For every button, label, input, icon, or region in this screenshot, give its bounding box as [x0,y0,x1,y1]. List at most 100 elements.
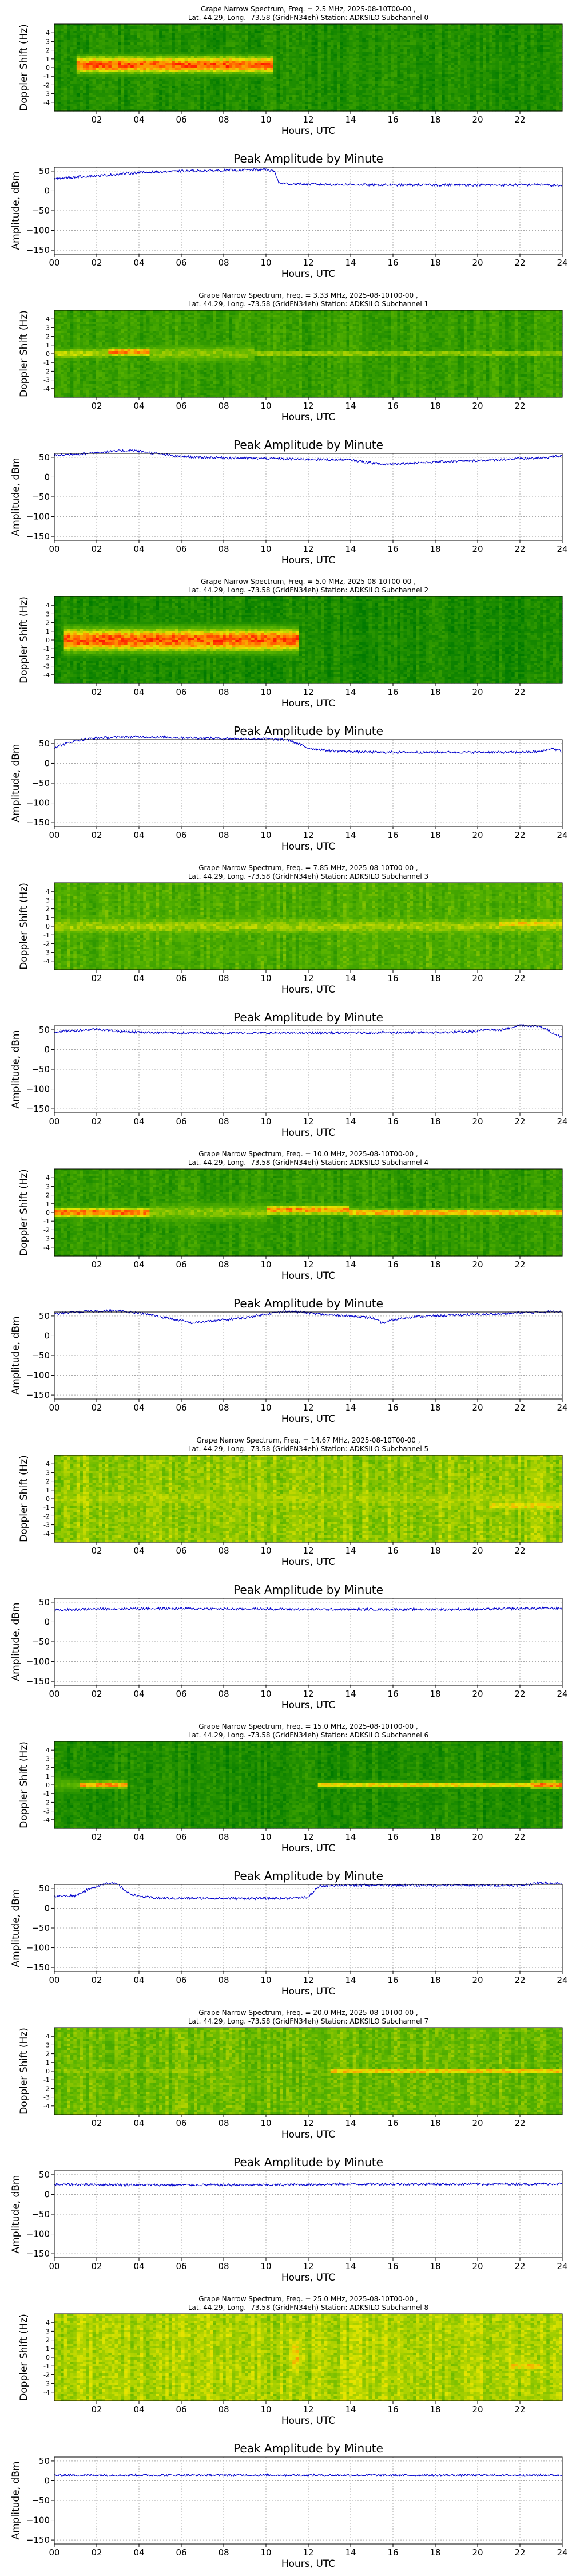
heatmap-cell [83,74,86,77]
heatmap-cell [229,72,232,75]
heatmap-cell [73,97,77,100]
heatmap-cell [213,31,217,34]
heatmap-cell [58,86,61,89]
heatmap-cell [248,54,252,57]
heatmap-cell [197,38,201,41]
heatmap-cell [165,79,169,82]
heatmap-cell [235,70,239,73]
heatmap-cell [134,68,137,70]
heatmap-cell [93,86,96,89]
heatmap-cell [232,97,236,100]
heatmap-cell [118,70,121,73]
heatmap-cell [102,65,105,68]
heatmap-cell [64,42,67,45]
heatmap-cell [137,74,140,77]
heatmap-cell [93,29,96,31]
heatmap-cell [220,102,223,105]
heatmap-cell [200,84,204,86]
heatmap-cell [86,61,90,64]
heatmap-cell [165,31,169,34]
heatmap-cell [99,72,102,75]
heatmap-cell [114,45,118,48]
heatmap-cell [162,56,166,59]
heatmap-cell [194,49,197,52]
heatmap-cell [112,88,115,91]
heatmap-cell [96,40,99,43]
heatmap-cell [64,97,67,100]
heatmap-cell [93,35,96,38]
heatmap-cell [130,49,134,52]
heatmap-cell [232,49,236,52]
heatmap-cell [89,63,93,66]
heatmap-cell [239,47,242,50]
heatmap-cell [257,35,261,38]
heatmap-cell [146,26,150,29]
heatmap-cell [229,42,232,45]
heatmap-cell [80,24,83,27]
heatmap-cell [67,56,70,59]
heatmap-cell [89,61,93,64]
heatmap-cell [197,24,201,27]
heatmap-cell [96,31,99,34]
heatmap-cell [178,95,181,98]
heatmap-cell [159,49,162,52]
heatmap-cell [128,52,131,54]
heatmap-cell [239,42,242,45]
heatmap-cell [223,47,226,50]
heatmap-cell [204,26,207,29]
heatmap-cell [89,58,93,61]
heatmap-cell [137,24,140,27]
heatmap-cell [188,104,191,107]
heatmap-cell [172,86,175,89]
heatmap-cell [235,63,239,66]
heatmap-cell [58,70,61,73]
heatmap-cell [146,61,150,64]
heatmap-cell [226,79,229,82]
heatmap-cell [251,54,255,57]
heatmap-cell [181,63,185,66]
heatmap-cell [197,72,201,75]
heatmap-cell [223,54,226,57]
heatmap-cell [178,29,181,31]
heatmap-cell [226,33,229,36]
heatmap-cell [175,63,178,66]
heatmap-cell [58,31,61,34]
heatmap-cell [73,49,77,52]
heatmap-cell [185,77,188,80]
heatmap-cell [241,49,245,52]
heatmap-cell [223,33,226,36]
heatmap-cell [102,79,105,82]
heatmap-cell [178,49,181,52]
heatmap-cell [108,35,112,38]
heatmap-cell [206,54,210,57]
heatmap-cell [108,84,112,86]
heatmap-cell [223,49,226,52]
heatmap-cell [191,52,194,54]
heatmap-cell [248,29,252,31]
heatmap-cell [83,52,86,54]
heatmap-cell [137,26,140,29]
heatmap-cell [70,45,74,48]
heatmap-cell [188,88,191,91]
heatmap-cell [128,63,131,66]
heatmap-cell [178,61,181,64]
heatmap-cell [185,104,188,107]
heatmap-cell [73,65,77,68]
heatmap-cell [130,42,134,45]
heatmap-cell [121,42,125,45]
heatmap-cell [226,58,229,61]
heatmap-cell [255,93,258,96]
heatmap-cell [86,65,90,68]
heatmap-cell [178,40,181,43]
heatmap-cell [159,38,162,41]
heatmap-cell [226,70,229,73]
heatmap-cell [210,104,213,107]
heatmap-cell [137,84,140,86]
heatmap-cell [64,106,67,109]
heatmap-cell [70,81,74,84]
heatmap-cell [197,104,201,107]
heatmap-cell [204,56,207,59]
heatmap-cell [235,93,239,96]
heatmap-cell [245,90,248,93]
heatmap-cell [58,26,61,29]
